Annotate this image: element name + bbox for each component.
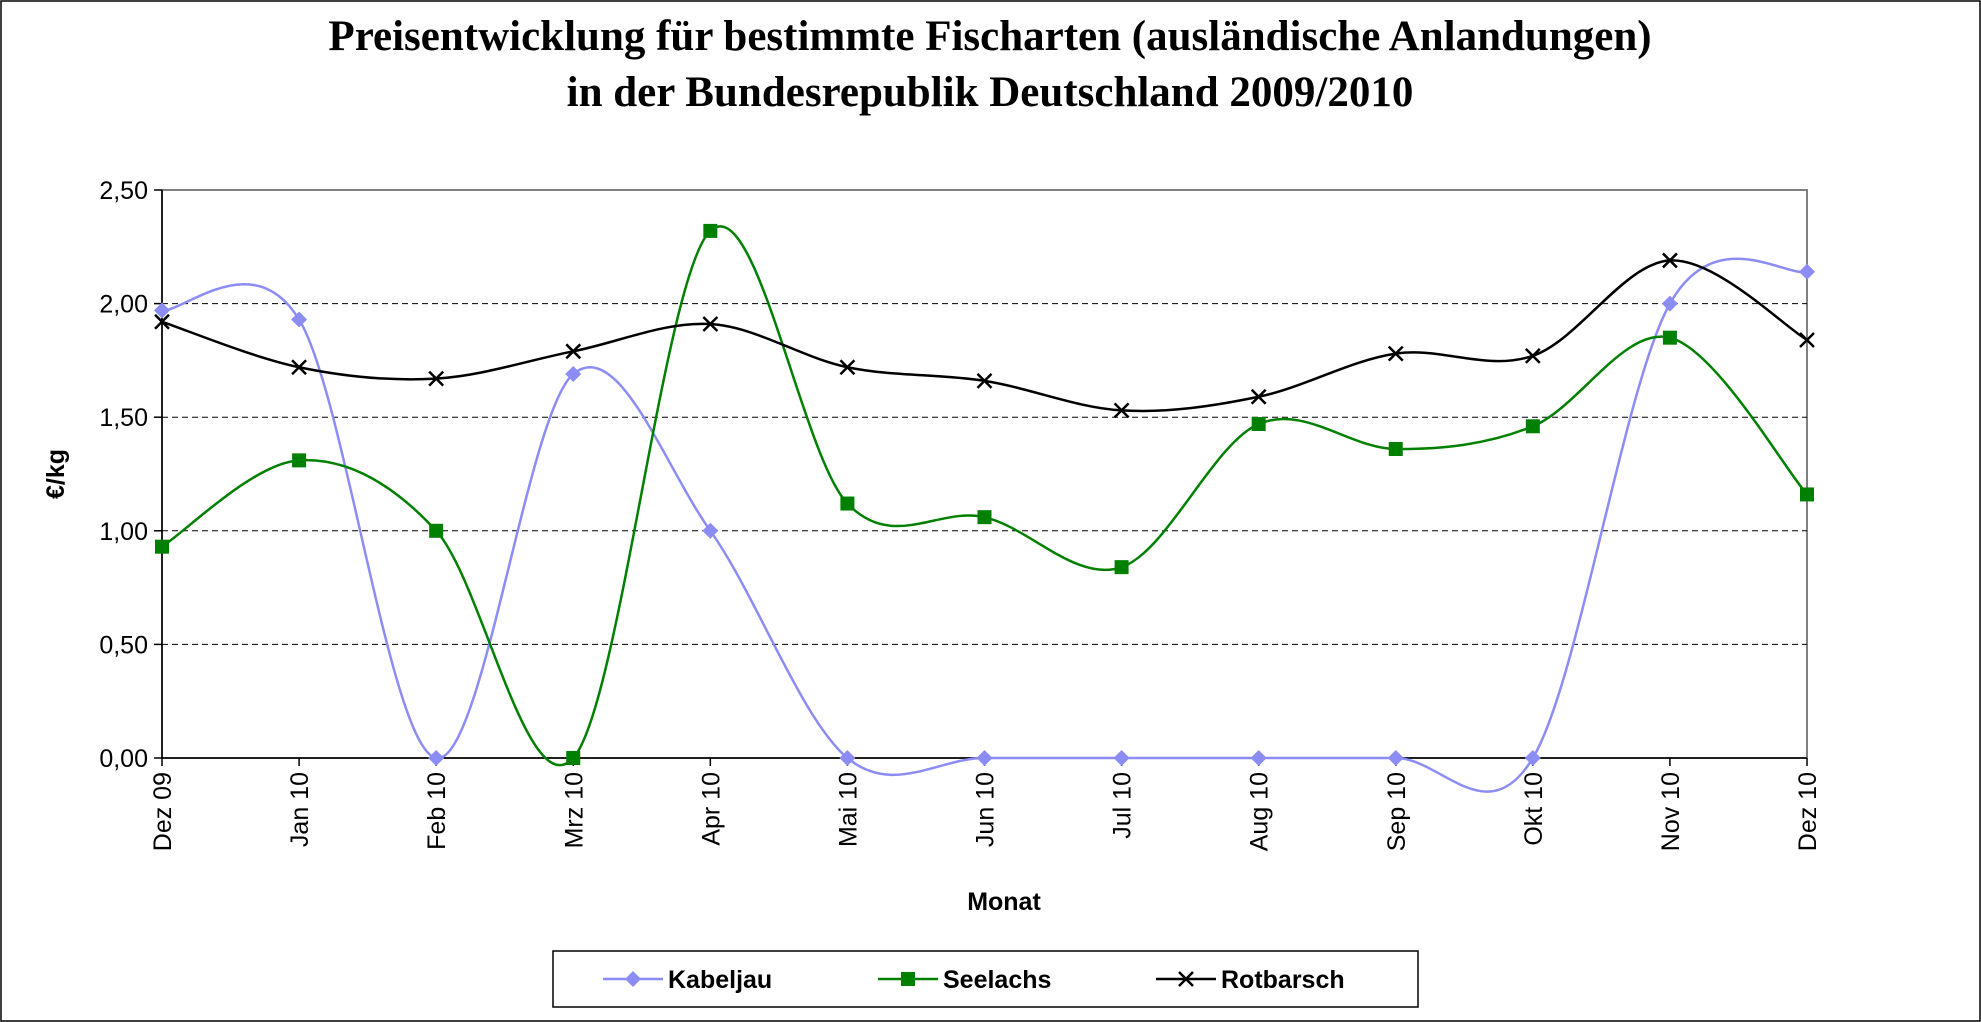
series-line <box>161 257 1808 793</box>
series-line <box>161 225 1808 767</box>
legend-marker <box>901 972 915 986</box>
data-point <box>1662 330 1677 345</box>
y-axis-label: €/kg <box>42 449 70 499</box>
legend-label: Rotbarsch <box>1221 966 1345 994</box>
data-point <box>1251 417 1266 432</box>
data-point <box>1799 332 1815 348</box>
data-point <box>839 750 856 766</box>
data-point <box>1799 263 1815 280</box>
data-point <box>565 343 582 360</box>
y-tick-label: 1,50 <box>99 404 148 432</box>
x-tick-label: Jul 10 <box>1109 772 1137 839</box>
legend-label: Seelachs <box>943 966 1051 994</box>
y-tick-label: 1,00 <box>99 518 148 546</box>
legend-label: Kabeljau <box>668 966 772 994</box>
x-tick-label: Jun 10 <box>972 772 1000 847</box>
data-point <box>703 223 718 238</box>
legend <box>552 950 1419 1008</box>
data-point <box>1525 419 1540 434</box>
plot-area <box>161 189 1808 759</box>
x-tick-label: Dez 09 <box>149 772 177 851</box>
x-tick-label: Mai 10 <box>834 772 862 847</box>
data-point <box>1113 750 1130 766</box>
data-point <box>1113 402 1130 419</box>
data-point <box>291 311 308 328</box>
x-tick-label: Feb 10 <box>423 772 451 850</box>
x-tick-label: Dez 10 <box>1794 772 1822 851</box>
data-point <box>291 359 307 376</box>
x-axis-label: Monat <box>967 888 1041 916</box>
y-tick-label: 2,50 <box>99 177 148 205</box>
data-point <box>840 496 855 511</box>
x-tick-label: Aug 10 <box>1246 772 1274 851</box>
data-point <box>1662 252 1678 269</box>
data-point <box>977 510 992 525</box>
data-point <box>976 750 993 766</box>
data-point <box>429 523 444 538</box>
legend-marker <box>1178 971 1194 987</box>
data-point <box>839 359 856 376</box>
data-point <box>1800 487 1814 502</box>
y-tick-label: 2,00 <box>99 291 148 319</box>
data-point <box>154 302 170 319</box>
data-point <box>976 372 993 389</box>
data-point <box>566 751 581 765</box>
data-point <box>154 313 170 330</box>
data-point <box>1524 750 1541 766</box>
data-point <box>1388 442 1403 457</box>
x-tick-label: Sep 10 <box>1383 772 1411 851</box>
data-point <box>1524 347 1541 364</box>
data-point <box>565 366 582 383</box>
data-point <box>702 316 719 332</box>
y-tick-label: 0,00 <box>99 745 148 773</box>
data-point <box>155 539 169 554</box>
chart-title: Preisentwicklung für bestimmte Fischarte… <box>328 13 1651 60</box>
data-point <box>1387 750 1404 766</box>
x-tick-label: Mrz 10 <box>560 772 588 848</box>
data-point <box>702 522 719 539</box>
x-tick-label: Jan 10 <box>286 772 314 847</box>
data-point <box>1661 295 1678 312</box>
chart-title: in der Bundesrepublik Deutschland 2009/2… <box>567 69 1414 116</box>
data-point <box>1250 750 1267 766</box>
data-point <box>1250 388 1267 405</box>
legend-marker <box>625 971 641 987</box>
x-tick-label: Okt 10 <box>1520 772 1548 846</box>
y-tick-label: 0,50 <box>99 631 148 659</box>
data-point <box>428 750 445 766</box>
data-point <box>428 370 445 387</box>
x-tick-label: Apr 10 <box>697 772 725 846</box>
data-point <box>292 453 307 468</box>
data-point <box>1114 560 1129 575</box>
data-point <box>1387 345 1404 362</box>
x-tick-label: Nov 10 <box>1657 772 1685 851</box>
